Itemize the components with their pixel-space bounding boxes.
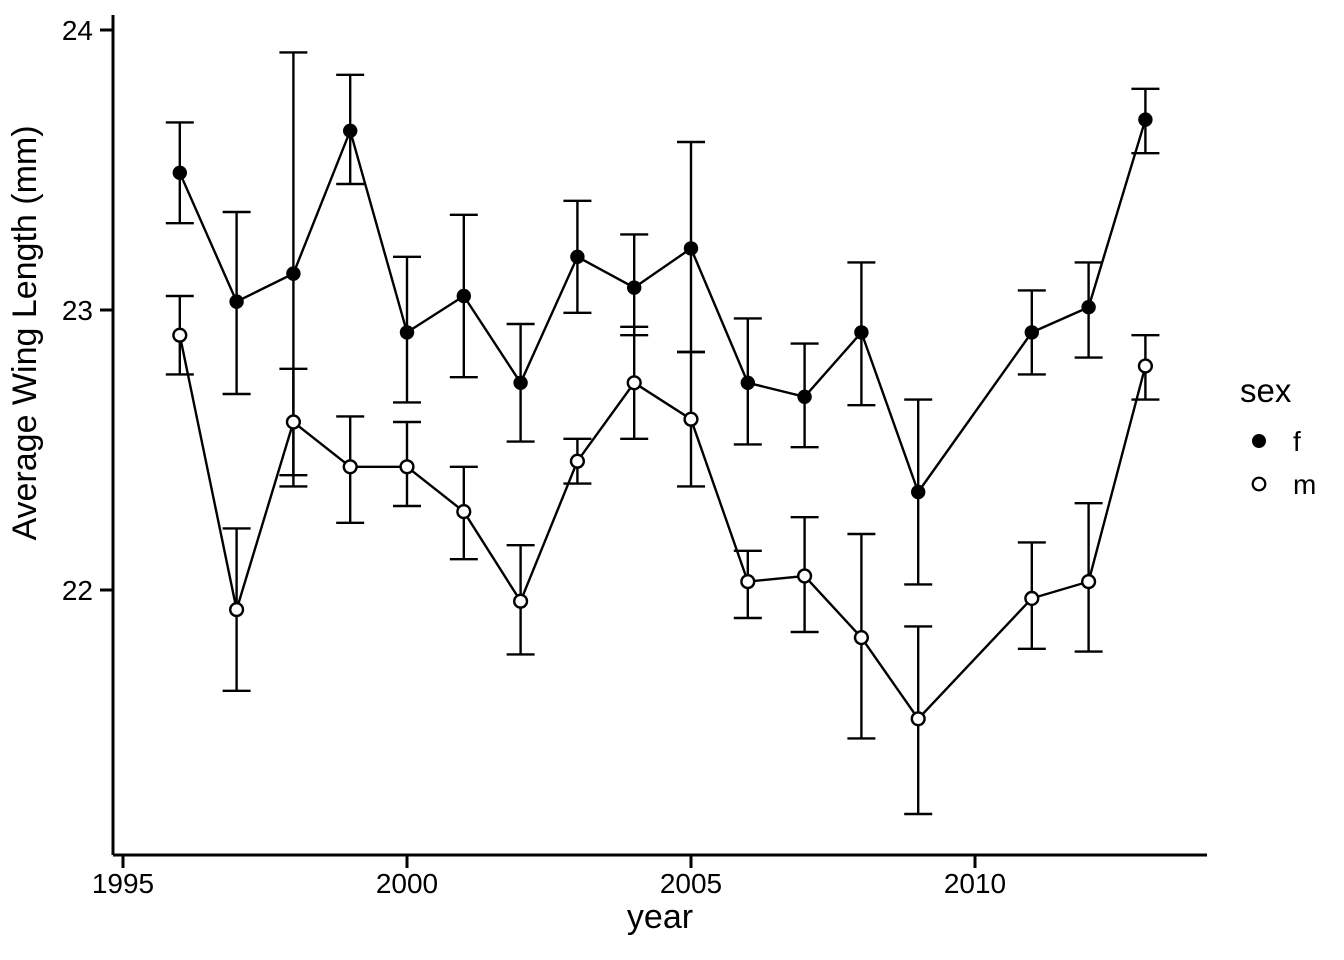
series-lines-layer [178, 119, 1147, 721]
x-tick-label: 2005 [660, 868, 722, 899]
data-points-layer [172, 112, 1154, 727]
data-point-f-2009 [911, 484, 926, 500]
x-axis-ticks: 1995 2000 2005 2010 [92, 855, 1006, 899]
data-point-m-1998 [285, 414, 302, 430]
data-point-f-2011 [1024, 325, 1040, 340]
x-tick-label: 2010 [944, 868, 1006, 899]
data-point-f-2012 [1081, 300, 1096, 315]
data-point-f-1996 [172, 165, 187, 180]
data-point-m-2004 [626, 375, 642, 391]
data-point-f-1999 [343, 123, 358, 138]
data-point-f-2006 [740, 375, 755, 390]
data-point-m-2005 [683, 411, 699, 427]
data-point-m-2002 [512, 593, 529, 609]
data-point-f-2013 [1138, 112, 1153, 127]
data-point-m-2000 [399, 459, 415, 475]
data-point-f-2004 [627, 280, 642, 295]
series-line-m [178, 334, 1147, 721]
y-tick-label: 23 [62, 295, 93, 326]
x-tick-label: 1995 [92, 868, 154, 899]
data-point-m-2013 [1137, 358, 1154, 374]
x-tick-label: 2000 [376, 868, 438, 899]
data-point-f-2005 [683, 241, 699, 256]
series-line-f [178, 119, 1147, 495]
legend-title: sex [1240, 372, 1292, 409]
legend: sex fm [1240, 372, 1316, 500]
y-axis-title: Average Wing Length (mm) [6, 125, 44, 540]
data-point-m-2006 [740, 573, 756, 590]
data-point-m-2012 [1080, 573, 1097, 590]
data-point-m-2003 [569, 453, 586, 469]
data-point-f-2002 [513, 375, 528, 390]
data-point-m-2008 [853, 629, 870, 646]
legend-item-label: m [1293, 469, 1316, 500]
legend-item-label: f [1293, 426, 1301, 457]
data-point-m-2001 [456, 504, 472, 520]
data-point-f-2008 [854, 325, 869, 340]
legend-marker-filled-circle [1252, 434, 1266, 448]
data-point-m-2007 [796, 568, 813, 584]
data-point-m-2011 [1024, 590, 1040, 607]
data-point-m-1996 [172, 327, 188, 343]
data-point-m-2009 [910, 711, 926, 727]
legend-items: fm [1251, 426, 1316, 500]
error-bars-layer [165, 51, 1160, 816]
y-tick-label: 24 [62, 15, 93, 46]
data-point-f-2000 [399, 325, 415, 340]
x-axis-title: year [627, 898, 693, 936]
data-point-f-2003 [570, 249, 585, 264]
data-point-f-2001 [456, 288, 471, 304]
data-point-m-1997 [229, 601, 245, 618]
data-point-f-2007 [797, 389, 812, 404]
y-axis-ticks: 22 23 24 [62, 15, 113, 606]
data-point-m-1999 [342, 459, 358, 475]
data-point-f-1997 [229, 294, 244, 309]
legend-item-m: m [1251, 469, 1316, 500]
data-point-f-1998 [286, 266, 301, 281]
legend-marker-open-circle [1251, 476, 1267, 492]
y-tick-label: 22 [62, 575, 93, 606]
legend-item-f: f [1252, 426, 1301, 457]
